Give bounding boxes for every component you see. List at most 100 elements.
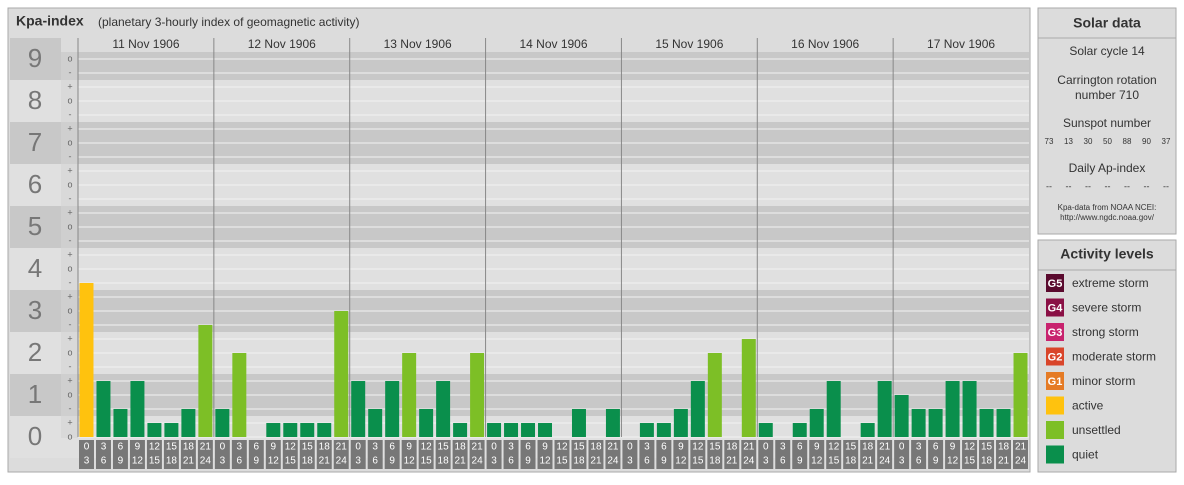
interval-start: 3 bbox=[508, 442, 514, 453]
ap-title: Daily Ap-index bbox=[1069, 161, 1146, 175]
legend-label: quiet bbox=[1072, 448, 1099, 462]
interval-box bbox=[571, 440, 587, 469]
rotation: Carrington rotation bbox=[1057, 73, 1156, 87]
interval-start: 12 bbox=[285, 442, 297, 453]
interval-end: 12 bbox=[268, 456, 280, 467]
interval-end: 18 bbox=[302, 456, 314, 467]
interval-start: 6 bbox=[254, 442, 260, 453]
panel-title: Solar data bbox=[1073, 15, 1141, 31]
y-tick-label: 3 bbox=[28, 295, 42, 325]
interval-end: 18 bbox=[845, 456, 857, 467]
day-label: 16 Nov 1906 bbox=[791, 37, 859, 51]
interval-start: 18 bbox=[319, 442, 331, 453]
interval-box bbox=[367, 440, 383, 469]
interval-box bbox=[690, 440, 706, 469]
interval-end: 3 bbox=[491, 456, 497, 467]
interval-box bbox=[79, 440, 94, 469]
interval-box bbox=[537, 440, 553, 469]
interval-start: 6 bbox=[118, 442, 124, 453]
interval-start: 21 bbox=[1015, 442, 1027, 453]
bar bbox=[385, 381, 400, 437]
interval-box bbox=[248, 440, 264, 469]
minor-tick-label: o bbox=[67, 347, 72, 357]
y-tick-label: 8 bbox=[28, 85, 42, 115]
interval-end: 3 bbox=[84, 456, 90, 467]
interval-box bbox=[503, 440, 519, 469]
bar bbox=[436, 381, 451, 437]
interval-start: 9 bbox=[814, 442, 820, 453]
interval-box bbox=[333, 440, 349, 469]
sunspot-title: Sunspot number bbox=[1063, 116, 1151, 130]
sunspot-value: 50 bbox=[1103, 137, 1112, 146]
ap-value: -- bbox=[1105, 181, 1111, 191]
interval-end: 3 bbox=[220, 456, 226, 467]
interval-box bbox=[622, 440, 638, 469]
interval-end: 9 bbox=[797, 456, 803, 467]
bar bbox=[605, 408, 620, 437]
minor-tick-label: + bbox=[67, 207, 72, 217]
source: Kpa-data from NOAA NCEI: bbox=[1058, 203, 1157, 212]
interval-end: 15 bbox=[149, 456, 161, 467]
interval-box bbox=[1013, 440, 1028, 469]
interval-end: 24 bbox=[472, 456, 484, 467]
minor-tick-label: o bbox=[67, 389, 72, 399]
minor-tick-label: - bbox=[69, 361, 72, 371]
interval-box bbox=[758, 440, 774, 469]
minor-tick-label: + bbox=[67, 291, 72, 301]
interval-box bbox=[656, 440, 672, 469]
ap-value: -- bbox=[1124, 181, 1130, 191]
interval-end: 9 bbox=[933, 456, 939, 467]
bar bbox=[962, 381, 977, 437]
interval-start: 3 bbox=[372, 442, 378, 453]
minor-tick-label: o bbox=[67, 53, 72, 63]
interval-start: 12 bbox=[556, 442, 568, 453]
interval-end: 6 bbox=[508, 456, 514, 467]
chart-title: Kpa-index bbox=[16, 13, 84, 29]
interval-end: 12 bbox=[675, 456, 687, 467]
interval-start: 3 bbox=[644, 442, 650, 453]
interval-end: 12 bbox=[947, 456, 959, 467]
legend-label: severe storm bbox=[1072, 301, 1141, 315]
interval-start: 9 bbox=[271, 442, 277, 453]
bar bbox=[79, 282, 94, 437]
y-tick-label: 9 bbox=[28, 43, 42, 73]
ap-value: -- bbox=[1144, 181, 1150, 191]
interval-box bbox=[316, 440, 332, 469]
y-tick-label: 5 bbox=[28, 211, 42, 241]
interval-start: 0 bbox=[220, 442, 226, 453]
interval-start: 12 bbox=[828, 442, 840, 453]
interval-box bbox=[418, 440, 434, 469]
interval-start: 9 bbox=[135, 442, 141, 453]
ap-value: -- bbox=[1066, 181, 1072, 191]
interval-end: 18 bbox=[981, 456, 993, 467]
interval-end: 21 bbox=[590, 456, 602, 467]
interval-end: 9 bbox=[118, 456, 124, 467]
interval-end: 9 bbox=[525, 456, 531, 467]
sunspot-value: 88 bbox=[1123, 137, 1132, 146]
y-tick-label: 7 bbox=[28, 127, 42, 157]
interval-start: 18 bbox=[726, 442, 738, 453]
interval-start: 18 bbox=[183, 442, 195, 453]
bar bbox=[130, 381, 145, 437]
legend-badge: G3 bbox=[1048, 327, 1063, 339]
day-label: 13 Nov 1906 bbox=[384, 37, 452, 51]
interval-box bbox=[435, 440, 451, 469]
interval-start: 21 bbox=[472, 442, 484, 453]
interval-start: 6 bbox=[933, 442, 939, 453]
legend-badge: G4 bbox=[1048, 302, 1064, 314]
minor-tick-label: + bbox=[67, 81, 72, 91]
bar bbox=[368, 408, 383, 437]
bar bbox=[690, 381, 705, 437]
interval-end: 12 bbox=[132, 456, 144, 467]
interval-box bbox=[792, 440, 808, 469]
bar bbox=[283, 423, 298, 437]
legend-badge: G2 bbox=[1048, 351, 1063, 363]
minor-tick-label: o bbox=[67, 95, 72, 105]
interval-box bbox=[520, 440, 536, 469]
interval-start: 0 bbox=[899, 442, 905, 453]
minor-tick-label: - bbox=[69, 193, 72, 203]
legend-label: unsettled bbox=[1072, 423, 1121, 437]
interval-start: 12 bbox=[692, 442, 704, 453]
interval-start: 3 bbox=[101, 442, 107, 453]
day-label: 17 Nov 1906 bbox=[927, 37, 995, 51]
